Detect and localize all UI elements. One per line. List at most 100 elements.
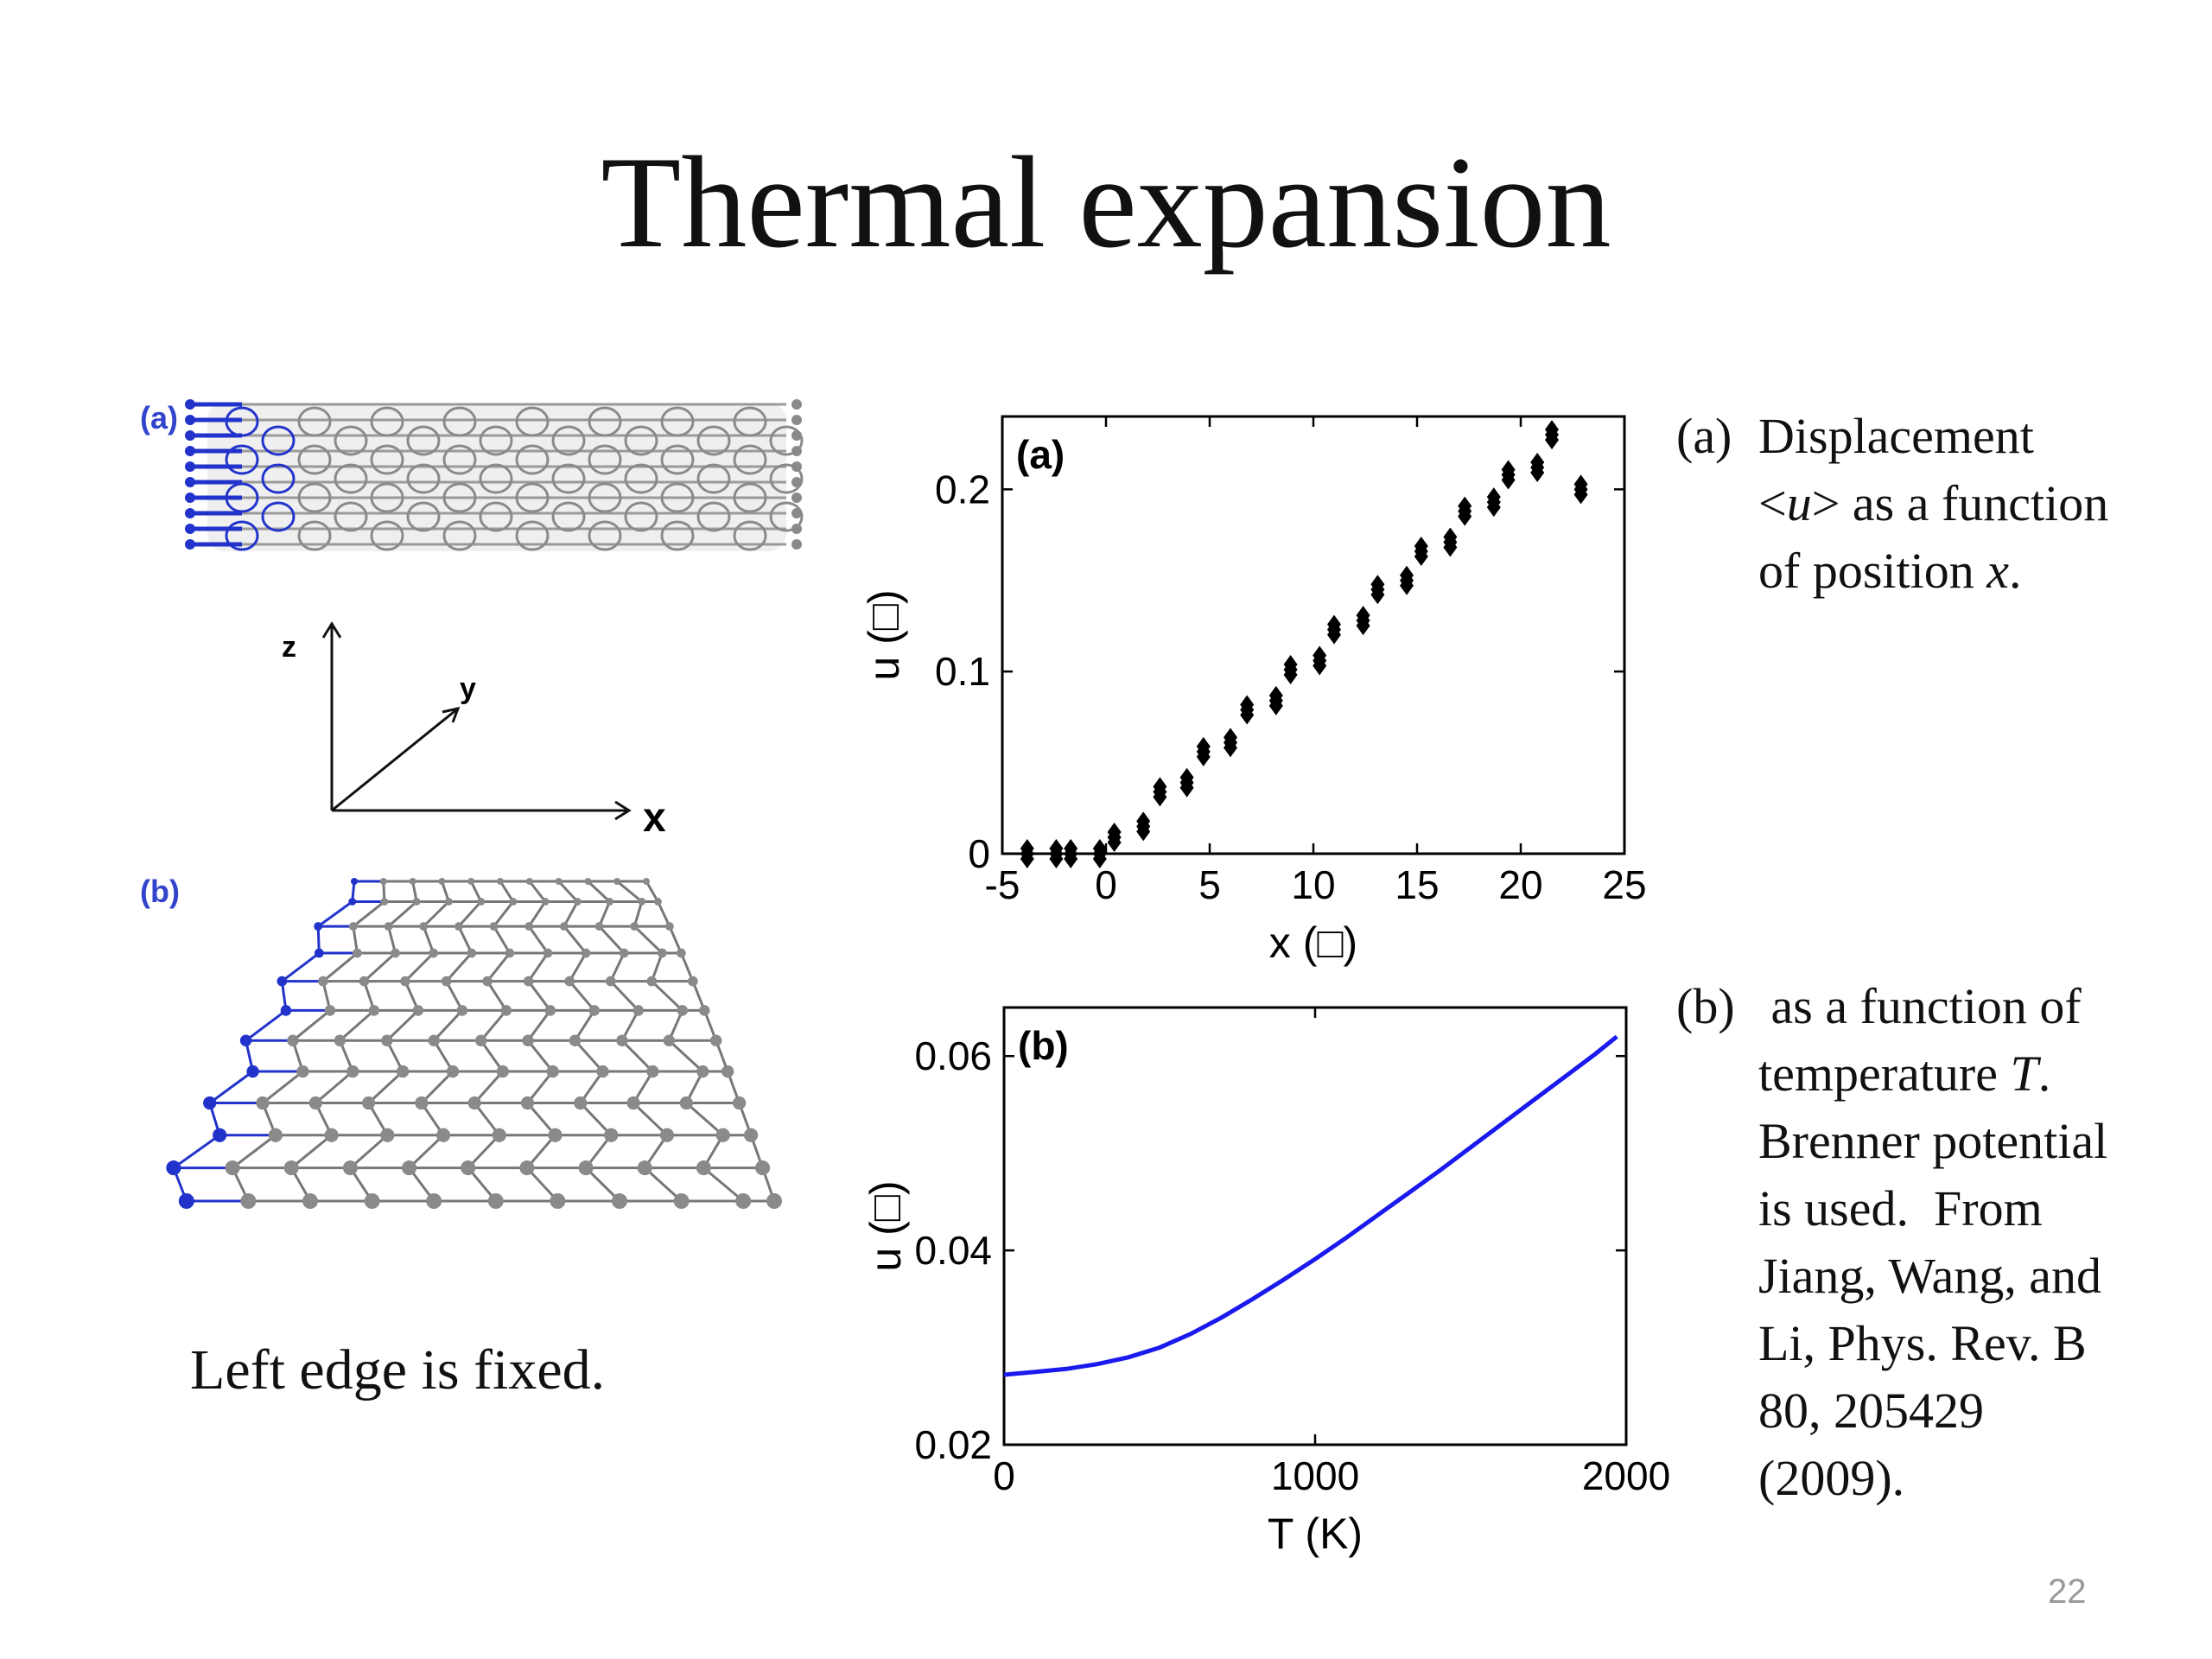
sheet-bond <box>423 900 450 928</box>
sheet-atom <box>665 922 674 931</box>
data-point <box>1414 547 1428 567</box>
sheet-bond <box>445 952 473 982</box>
sheet-bond <box>457 900 482 928</box>
sheet-atom <box>654 898 662 906</box>
sheet-atom <box>482 976 493 987</box>
data-point <box>1458 506 1472 526</box>
sheet-bond <box>569 980 595 1012</box>
data-point <box>1020 849 1034 868</box>
sheet-atom <box>721 1065 734 1078</box>
nanotube-ring <box>370 444 404 475</box>
data-point <box>1092 849 1107 868</box>
end-atom <box>791 477 802 487</box>
nanotube-ring <box>733 444 767 475</box>
sheet-bond <box>609 980 639 1012</box>
sheet-atom <box>646 1065 659 1078</box>
sheet-bond <box>685 1102 724 1136</box>
sheet-bond <box>480 1039 505 1072</box>
panel-label: (a) <box>1016 432 1065 477</box>
nanotube-ring <box>261 463 296 494</box>
sheet-bond <box>563 900 579 927</box>
sheet-bond <box>585 1166 621 1203</box>
data-point <box>1486 498 1501 518</box>
sheet-atom <box>287 1034 299 1047</box>
sheet-bond <box>598 925 626 955</box>
data-point <box>1327 625 1341 645</box>
x-tick-label: -5 <box>985 862 1020 907</box>
data-point <box>1283 665 1298 685</box>
x-tick-label: 10 <box>1291 862 1335 907</box>
end-atom <box>791 508 802 518</box>
sheet-bond <box>527 980 552 1012</box>
nanotube-ring <box>515 520 550 551</box>
sheet-bond <box>632 901 644 927</box>
sheet-atom <box>548 1128 563 1142</box>
y-axis-label: u (□) <box>861 1180 910 1271</box>
sheet-atom <box>613 878 621 885</box>
sheet-atom <box>396 1065 410 1078</box>
panel-label: (b) <box>1018 1023 1069 1068</box>
sheet-bond <box>579 1102 613 1136</box>
sheet-bond <box>527 952 550 982</box>
sheet-atom <box>225 1160 240 1176</box>
sheet-atom <box>497 878 504 885</box>
sheet-atom <box>715 1128 730 1142</box>
sheet-atom <box>646 976 658 987</box>
axis-z-label: z <box>282 631 296 664</box>
caption-b-tag: (b) <box>1676 978 1735 1034</box>
y-tick-label: 0.04 <box>914 1228 992 1273</box>
sheet-bond <box>352 900 385 928</box>
sheet-bond <box>587 880 611 903</box>
coordinate-axes <box>321 621 632 821</box>
fixed-atom <box>351 878 358 885</box>
nanotube-ring <box>406 463 441 494</box>
data-point <box>1545 430 1559 450</box>
sheet-atom <box>467 948 477 958</box>
sheet-atom <box>456 1005 468 1016</box>
data-point <box>1196 747 1211 766</box>
sheet-atom <box>564 976 575 987</box>
sheet-atom <box>361 1096 376 1110</box>
sheet-bond <box>292 1009 331 1042</box>
sheet-atom <box>446 1065 460 1078</box>
sheet-atom <box>426 1193 442 1209</box>
sheet-bond <box>568 952 588 982</box>
caption-b-line: is used. From <box>1758 1180 2043 1236</box>
caption-b-line: (2009). <box>1758 1450 1905 1506</box>
page-number: 22 <box>2048 1573 2087 1611</box>
sheet-atom <box>359 976 370 987</box>
sheet-bond <box>657 900 671 927</box>
nanotube-ring <box>370 482 404 513</box>
caption-a-tag: (a) <box>1676 408 1732 464</box>
nanotube-ring <box>297 520 332 551</box>
sheet-atom <box>696 1065 709 1078</box>
caption-a: (a) Displacement <u> as a function of po… <box>1676 403 2195 627</box>
x-tick-label: 20 <box>1498 862 1542 907</box>
sheet-atom <box>605 976 616 987</box>
sheet-atom <box>520 1096 535 1110</box>
sheet-atom <box>522 1034 534 1047</box>
sheet-atom <box>594 922 604 931</box>
sheet-atom <box>415 1096 429 1110</box>
sheet-atom <box>677 1005 689 1016</box>
sheet-atom <box>663 1034 676 1047</box>
sheet-bond <box>349 1134 389 1169</box>
nanotube-ring <box>551 425 586 456</box>
caption-a-line: <u> as a function <box>1758 475 2109 531</box>
data-point <box>1049 849 1064 868</box>
x-tick-label: 25 <box>1602 862 1646 907</box>
sheet-bond <box>232 1134 276 1169</box>
sheet-bond <box>281 951 321 982</box>
sheet-atom <box>496 1065 510 1078</box>
sheet-bond <box>633 925 664 955</box>
nanotube-ring <box>588 406 622 437</box>
sheet-atom <box>436 1128 451 1142</box>
sheet-atom <box>699 1005 710 1016</box>
sheet-bond <box>557 880 579 903</box>
sheet-bond <box>598 900 611 927</box>
nanotube-ring <box>297 406 332 437</box>
x-tick-label: 15 <box>1395 862 1439 907</box>
data-point <box>1224 738 1237 758</box>
sheet-bond <box>651 980 683 1012</box>
caption-b-line: Li, Phys. Rev. B <box>1758 1315 2087 1371</box>
